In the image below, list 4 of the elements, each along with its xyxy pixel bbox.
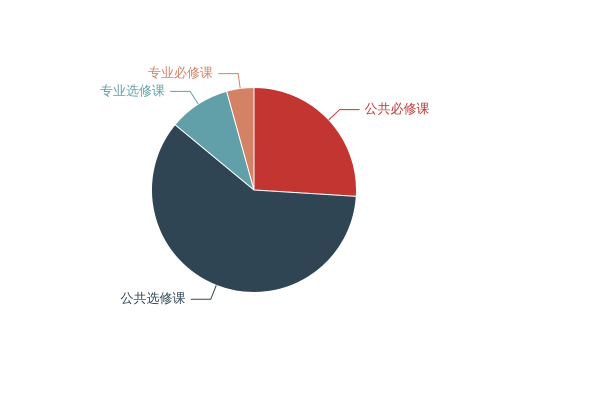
slice-label: 专业选修课: [100, 84, 166, 99]
slice-label: 公共选修课: [120, 292, 186, 307]
slice-label: 专业必修课: [148, 66, 214, 81]
slice-label: 公共必修课: [364, 102, 430, 117]
